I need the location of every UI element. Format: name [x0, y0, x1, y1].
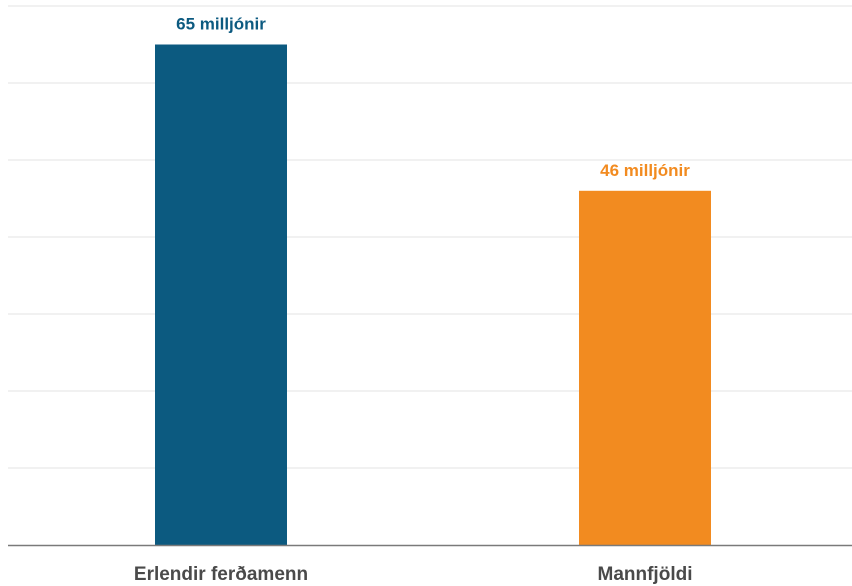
data-labels: 65 milljónir 46 milljónir: [176, 15, 690, 180]
x-axis-tick-labels: Erlendir ferðamenn Mannfjöldi: [134, 564, 693, 585]
bar-1: [155, 44, 287, 545]
x-tick-label-2: Mannfjöldi: [598, 564, 693, 585]
x-tick-label-1: Erlendir ferðamenn: [134, 564, 308, 585]
bars: [155, 44, 711, 546]
data-label-2: 46 milljónir: [600, 161, 690, 180]
gridlines: [8, 5, 852, 469]
bar-2: [579, 190, 711, 546]
data-label-1: 65 milljónir: [176, 15, 266, 34]
